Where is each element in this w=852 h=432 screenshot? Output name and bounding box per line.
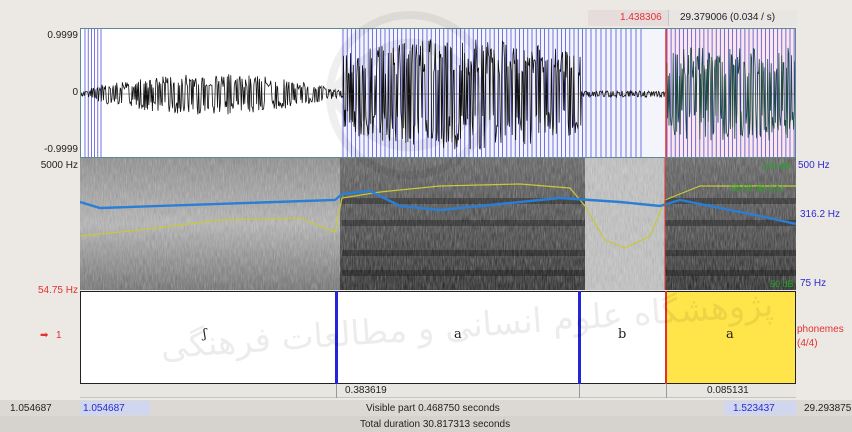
db-top-label: 100 dB xyxy=(762,161,791,171)
spectrogram-freq-bottom: 54.75 Hz xyxy=(37,285,78,296)
visible-start-time: 1.054687 xyxy=(83,403,125,414)
db-mid-label: 68.60 dB (i.f.) xyxy=(730,183,785,193)
waveform-y-top: 0.9999 xyxy=(47,30,78,41)
formant-band-0 xyxy=(342,198,585,204)
selected-duration: 0.085131 xyxy=(707,385,749,396)
waveform-y-bottom: -0.9999 xyxy=(44,144,78,155)
interval-boundary-2[interactable] xyxy=(578,291,581,384)
waveform-panel[interactable] xyxy=(80,28,796,158)
formant-band-7 xyxy=(665,270,796,276)
formant-band-4 xyxy=(665,198,796,204)
tier-count: (4/4) xyxy=(797,338,818,349)
selected-interval-highlight xyxy=(666,292,795,383)
selection-time-box[interactable] xyxy=(668,10,797,26)
formant-band-6 xyxy=(665,250,796,256)
interval-boundary-3-selected[interactable] xyxy=(665,291,667,384)
duration-divider-1 xyxy=(336,384,337,398)
visible-part-row[interactable] xyxy=(0,400,852,416)
formant-bands xyxy=(342,198,796,276)
visible-start-box[interactable] xyxy=(80,401,150,415)
duration-divider-2 xyxy=(579,384,580,398)
visible-part-label: Visible part 0.468750 seconds xyxy=(366,403,500,414)
waveform-svg xyxy=(81,29,795,157)
formant-band-3 xyxy=(342,270,585,276)
spectrogram-panel[interactable] xyxy=(80,158,796,290)
visible-end-time: 1.523437 xyxy=(733,403,775,414)
spectrogram-svg xyxy=(80,158,796,290)
cursor-time: 1.438306 xyxy=(620,12,662,23)
interval-2-duration: 0.383619 xyxy=(345,385,387,396)
pitch-bottom-label: 75 Hz xyxy=(800,278,827,289)
pitch-curve xyxy=(80,189,796,226)
interval-boundary-1[interactable] xyxy=(335,291,338,384)
visible-end-box[interactable] xyxy=(724,401,796,415)
formant-band-5 xyxy=(665,220,796,226)
intensity-curve xyxy=(80,183,796,249)
tier-name: phonemes xyxy=(797,324,844,335)
total-duration-label: Total duration 30.817313 seconds xyxy=(360,419,511,430)
pitch-mid-label: 316.2 Hz xyxy=(800,209,841,220)
selection-info: 29.379006 (0.034 / s) xyxy=(680,12,776,23)
tier-arrow-icon: ➡ xyxy=(40,330,49,341)
pitch-top-label: 500 Hz xyxy=(798,160,830,171)
cursor-time-box[interactable] xyxy=(588,10,668,26)
spectrogram-texture xyxy=(80,158,796,290)
formant-band-1 xyxy=(342,220,585,226)
db-bottom-label: 50 dB xyxy=(770,279,794,289)
spectrogram-freq-top: 5000 Hz xyxy=(40,160,78,171)
total-duration-row[interactable] xyxy=(0,416,852,432)
watermark-emblem xyxy=(324,11,496,179)
duration-divider-3 xyxy=(666,384,667,398)
interval-duration-row[interactable] xyxy=(80,384,796,398)
waveform-y-mid: 0 xyxy=(72,87,78,98)
formant-band-2 xyxy=(342,250,585,256)
window-start-time: 1.054687 xyxy=(10,403,52,414)
window-end-time: 29.293875 xyxy=(804,403,852,414)
interval-1-label[interactable]: ʃ xyxy=(203,327,207,342)
waveform-trace-selected xyxy=(665,47,795,141)
interval-3-label[interactable]: b xyxy=(618,327,627,342)
interval-2-label[interactable]: a xyxy=(454,327,462,342)
interval-4-label[interactable]: a xyxy=(726,327,734,342)
waveform-trace xyxy=(81,38,666,151)
tier-index: 1 xyxy=(56,330,62,341)
